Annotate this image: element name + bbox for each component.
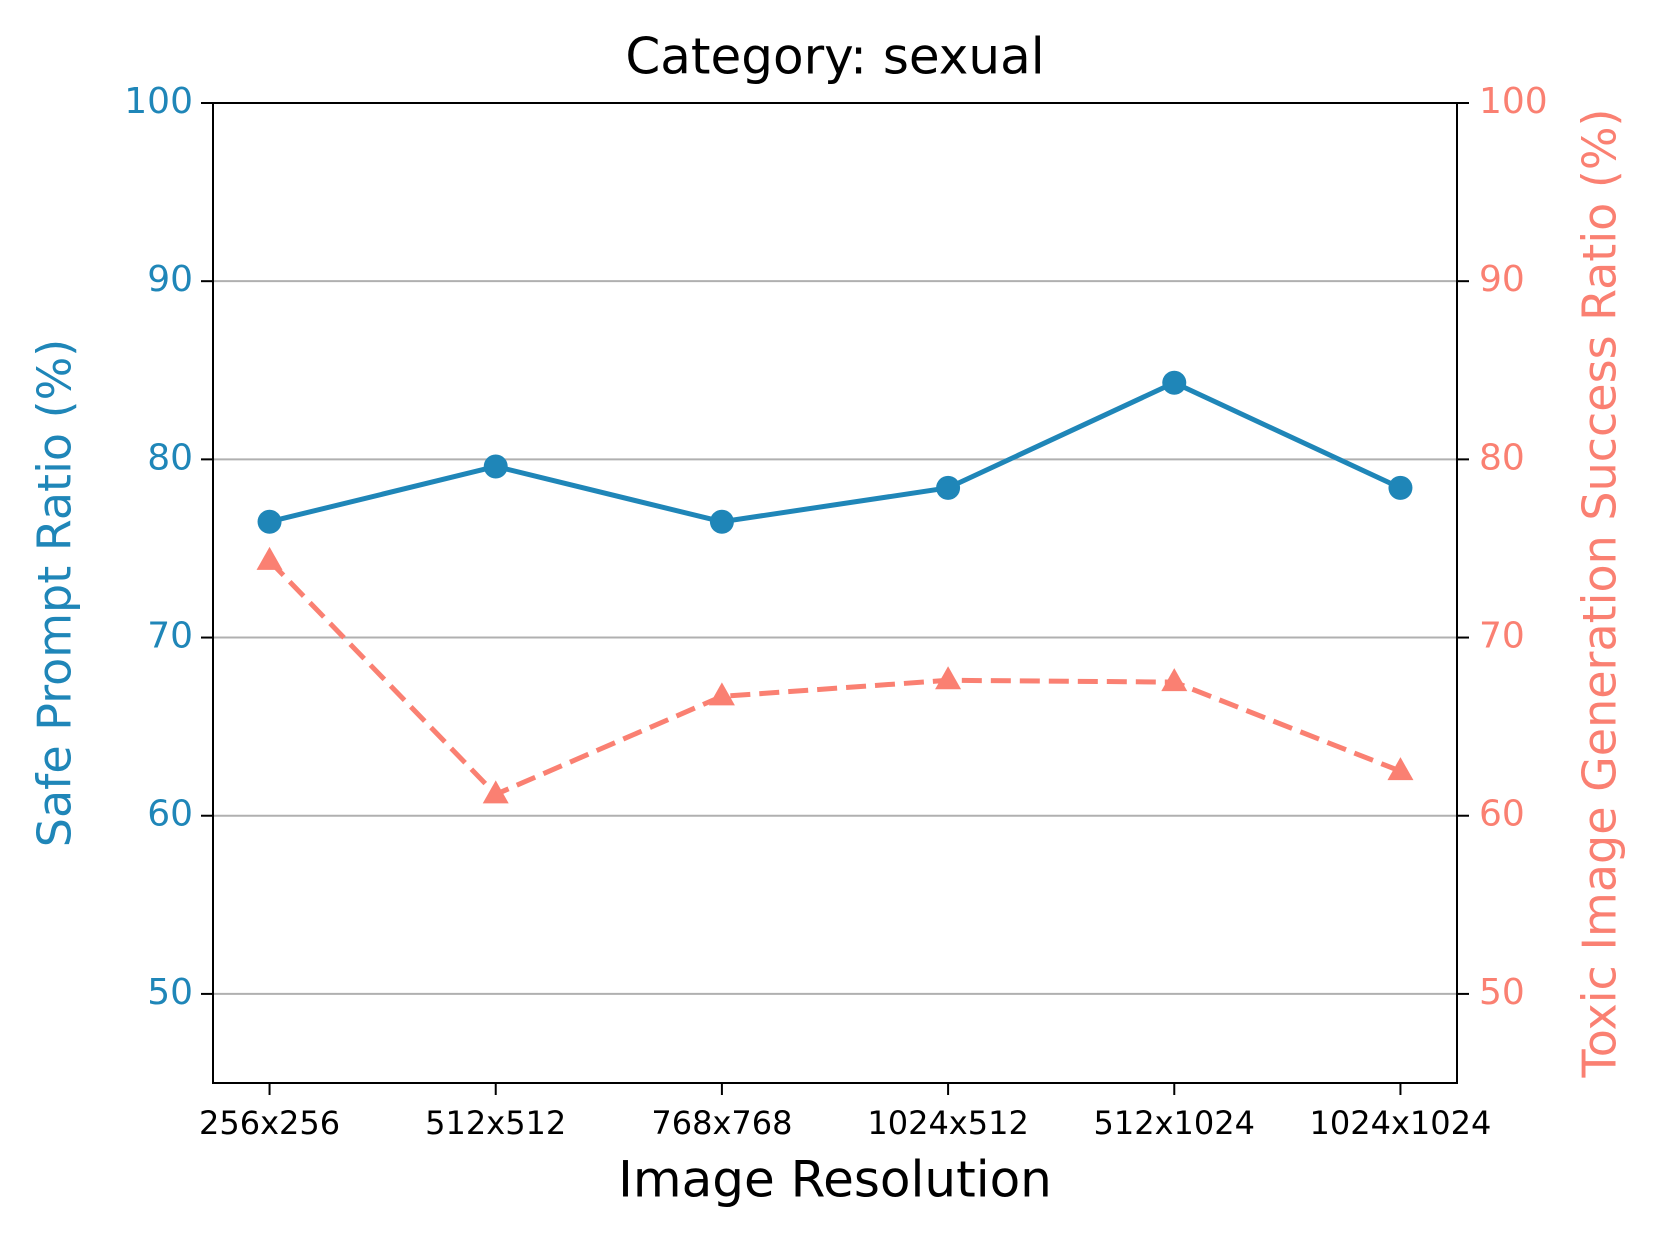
y2-tick-label: 80 <box>1479 437 1525 478</box>
y2-axis-label: Toxic Image Generation Success Ratio (%) <box>1573 109 1627 1079</box>
x-tick-label: 1024x512 <box>867 1104 1028 1142</box>
x-axis-label: Image Resolution <box>618 1151 1052 1209</box>
series-line <box>267 559 1402 798</box>
x-tick-label: 512x1024 <box>1094 1104 1255 1142</box>
y-tick-label: 100 <box>124 81 193 122</box>
y2-tick-label: 60 <box>1479 794 1525 835</box>
x-tick-label: 1024x1024 <box>1310 1104 1492 1142</box>
y2-tick-label: 70 <box>1479 616 1525 657</box>
marker <box>1162 370 1187 395</box>
marker <box>709 509 734 534</box>
marker <box>1388 475 1413 500</box>
y-tick-label: 80 <box>147 437 193 478</box>
marker <box>936 475 961 500</box>
y2-tick-label: 100 <box>1479 81 1548 122</box>
y-tick-label: 70 <box>147 616 193 657</box>
marker <box>935 666 962 690</box>
marker <box>482 780 509 804</box>
marker <box>1387 757 1414 781</box>
plot-frame <box>212 102 1458 1084</box>
y-tick-label: 50 <box>147 972 193 1013</box>
x-tick-label: 256x256 <box>199 1104 340 1142</box>
series-line <box>268 379 1402 525</box>
y2-tick-label: 50 <box>1479 972 1525 1013</box>
marker <box>256 546 283 570</box>
y-axis-label: Safe Prompt Ratio (%) <box>28 339 82 847</box>
marker <box>708 682 735 706</box>
marker <box>257 509 282 534</box>
x-tick-label: 512x512 <box>425 1104 566 1142</box>
y-tick-label: 90 <box>147 259 193 300</box>
marker <box>1161 668 1188 692</box>
marker <box>483 454 508 479</box>
chart-title: Category: sexual <box>625 28 1044 86</box>
x-tick-label: 768x768 <box>651 1104 792 1142</box>
y-tick-label: 60 <box>147 794 193 835</box>
y2-tick-label: 90 <box>1479 259 1525 300</box>
